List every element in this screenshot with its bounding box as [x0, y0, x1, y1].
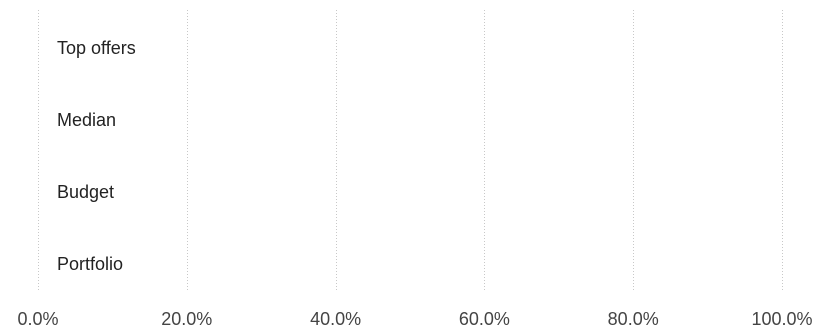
x-tick-label: 20.0%	[161, 309, 212, 329]
x-tick-label: 100.0%	[751, 309, 812, 329]
x-tick-label: 0.0%	[17, 309, 58, 329]
category-label: Portfolio	[57, 254, 123, 274]
x-tick-label: 40.0%	[310, 309, 361, 329]
gridlines	[38, 10, 783, 292]
category-label: Top offers	[57, 38, 136, 58]
x-tick-label: 80.0%	[608, 309, 659, 329]
x-axis-tick-labels: 0.0% 20.0% 40.0% 60.0% 80.0% 100.0%	[17, 309, 812, 329]
category-label: Budget	[57, 182, 114, 202]
category-label: Median	[57, 110, 116, 130]
x-tick-label: 60.0%	[459, 309, 510, 329]
category-labels: Top offers Median Budget Portfolio	[57, 38, 136, 274]
